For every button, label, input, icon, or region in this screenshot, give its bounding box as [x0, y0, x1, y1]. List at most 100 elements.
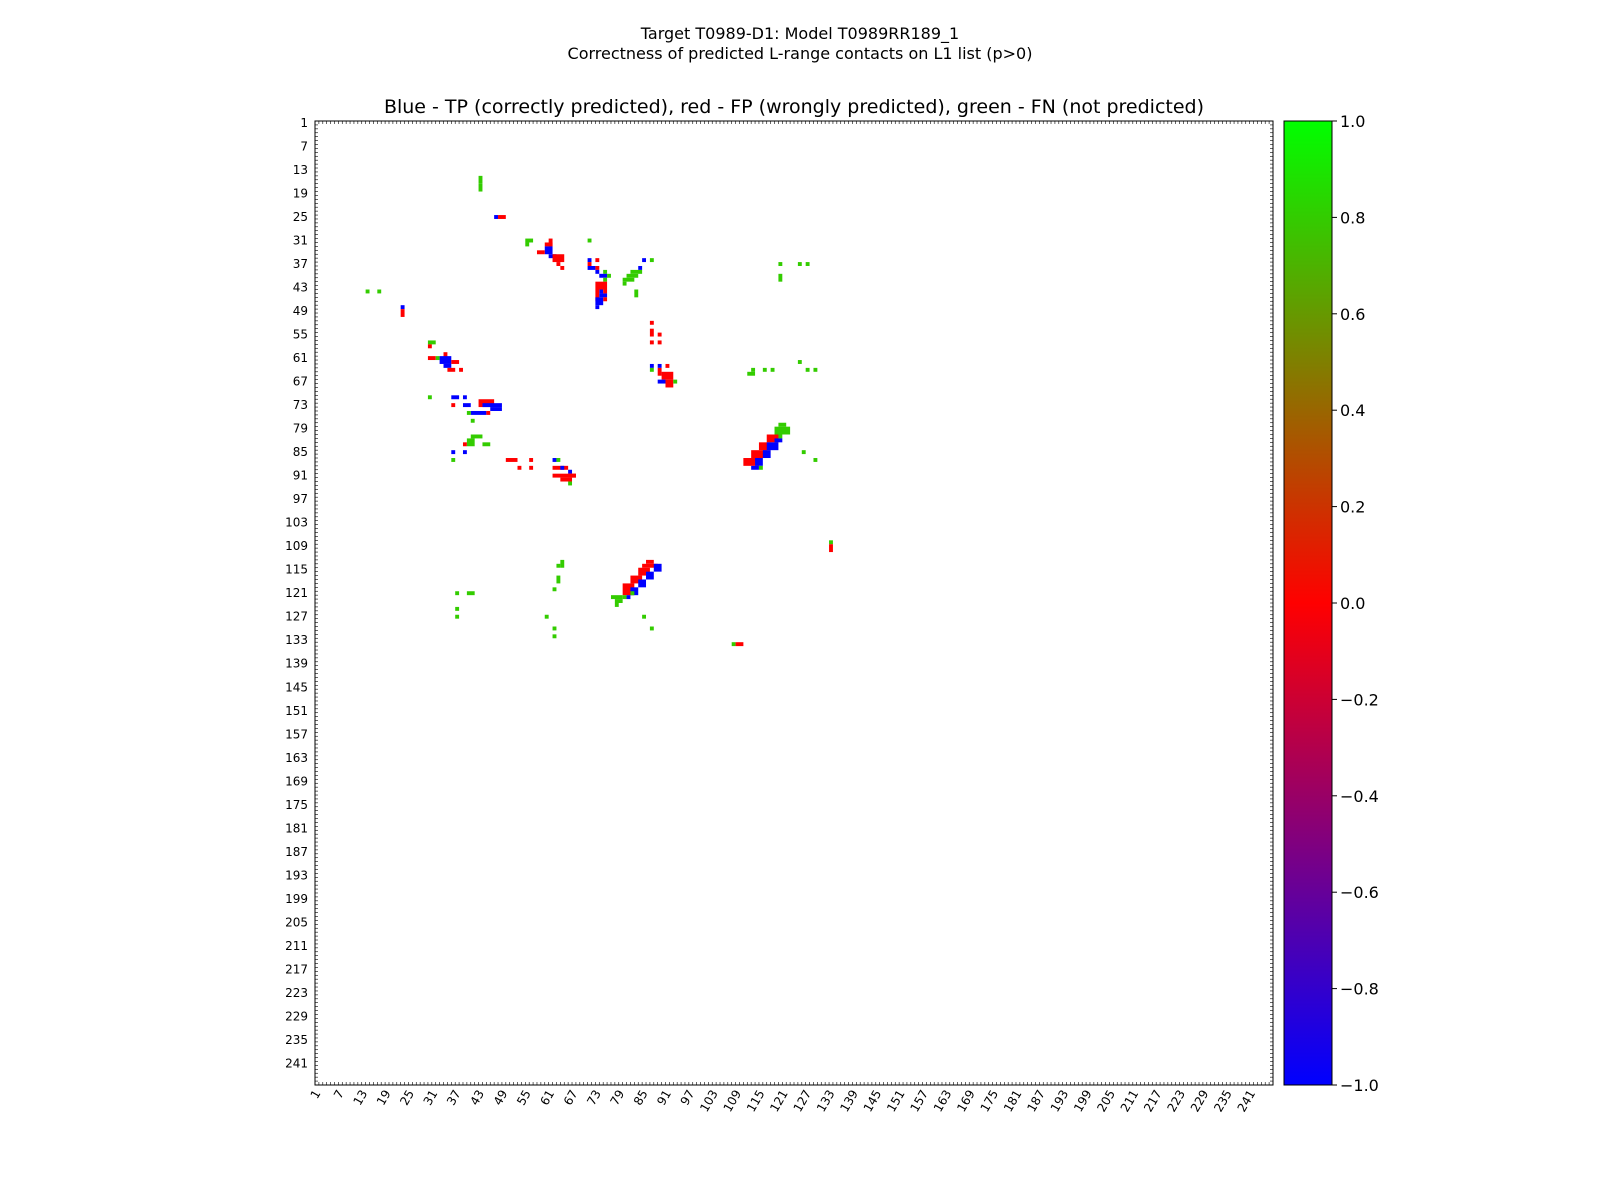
contact-cell	[766, 442, 779, 451]
heatmap-cells	[365, 175, 833, 647]
contact-cell	[552, 465, 569, 470]
colorbar-tick-label: 0.0	[1340, 594, 1365, 613]
contact-cell	[614, 603, 619, 607]
y-tick-label: 151	[285, 704, 308, 718]
x-tick-label: 235	[1211, 1088, 1235, 1115]
contact-cell	[614, 599, 623, 603]
x-tick-label: 73	[584, 1088, 604, 1108]
contact-cell	[560, 465, 565, 470]
y-tick-label: 241	[285, 1056, 308, 1070]
x-tick-label: 115	[744, 1088, 768, 1115]
y-tick-label: 169	[285, 774, 308, 788]
contact-cell	[490, 407, 502, 411]
contact-cell	[451, 403, 456, 408]
contact-cell	[443, 363, 452, 368]
contact-cell	[758, 442, 771, 451]
contact-cell	[649, 363, 654, 368]
x-tick-label: 25	[397, 1088, 417, 1108]
contact-cell	[455, 606, 460, 611]
x-tick-label: 49	[491, 1088, 511, 1108]
contact-cell	[646, 571, 654, 580]
figure-title-line-1: Target T0989-D1: Model T0989RR189_1	[640, 24, 960, 43]
contact-cell	[642, 563, 658, 568]
contact-cell	[451, 395, 460, 400]
contact-cell	[470, 418, 475, 423]
contact-cell	[556, 563, 561, 568]
contact-cell	[525, 242, 530, 247]
colorbar-tick-label: −0.2	[1340, 690, 1379, 709]
y-tick-label: 145	[285, 680, 308, 694]
contact-cell	[755, 458, 763, 466]
contact-cell	[478, 183, 483, 192]
y-tick-label: 85	[293, 445, 308, 459]
contact-cell	[595, 305, 600, 310]
colorbar-tick-label: 0.6	[1340, 305, 1365, 324]
contact-cell	[657, 332, 662, 337]
contact-cell	[758, 465, 763, 470]
contact-cell	[595, 297, 604, 306]
y-tick-label: 235	[285, 1033, 308, 1047]
x-tick-label: 187	[1024, 1088, 1048, 1115]
contact-cell	[607, 273, 611, 278]
contact-cell	[805, 262, 810, 266]
y-tick-label: 7	[300, 139, 308, 153]
y-tick-label: 25	[293, 210, 308, 224]
contact-cell	[813, 458, 818, 462]
x-tick-label: 91	[654, 1088, 674, 1108]
x-tick-labels: 1 7 13 19 25 31 37 43 49 55 61 67 73 79 85 91 97 103 109 11…	[308, 1088, 1259, 1115]
contact-cell	[595, 289, 600, 302]
y-tick-label: 115	[285, 563, 308, 577]
contact-cell	[630, 591, 635, 596]
contact-cell	[774, 434, 783, 439]
x-tick-label: 151	[884, 1088, 908, 1115]
contact-cell	[455, 614, 460, 619]
y-tick-label: 43	[293, 281, 308, 295]
contact-cell	[762, 367, 767, 372]
contact-cell	[813, 367, 818, 372]
y-tick-label: 223	[285, 986, 308, 1000]
x-tick-label: 133	[814, 1088, 838, 1115]
contact-cell	[552, 634, 557, 639]
contact-cell	[731, 642, 736, 647]
contact-cell	[466, 591, 475, 596]
contact-cell	[544, 614, 549, 619]
contact-cell	[634, 289, 639, 298]
contact-cell	[556, 575, 561, 584]
y-tick-label: 139	[285, 657, 308, 671]
axes-title: Blue - TP (correctly predicted), red - F…	[384, 96, 1204, 118]
x-tick-label: 157	[907, 1088, 931, 1115]
y-tick-label: 217	[285, 962, 308, 976]
x-tick-label: 139	[837, 1088, 861, 1115]
contact-cell	[482, 403, 502, 408]
contact-cell	[642, 614, 647, 619]
contact-cell	[451, 450, 456, 455]
contact-cell	[649, 626, 654, 631]
contact-cell	[622, 583, 635, 596]
x-tick-label: 109	[721, 1088, 745, 1115]
contact-cell	[630, 587, 639, 596]
contact-cell	[642, 258, 647, 263]
contact-cell	[486, 410, 491, 415]
contact-cell	[529, 458, 534, 462]
colorbar-tick-label: 1.0	[1340, 112, 1365, 131]
y-tick-label: 211	[285, 939, 308, 953]
axis-ticks	[314, 120, 1274, 1086]
contact-cell	[494, 215, 499, 219]
contact-cell	[653, 563, 662, 572]
contact-cell	[552, 473, 576, 478]
contact-cell	[626, 595, 631, 600]
contact-cell	[649, 340, 654, 345]
y-tick-label: 67	[293, 375, 308, 389]
contact-cell	[665, 363, 670, 368]
contact-cell	[451, 458, 456, 462]
y-tick-label: 13	[293, 163, 308, 177]
contact-cell	[829, 540, 833, 545]
contact-cell	[646, 559, 654, 564]
colorbar-tick-label: −0.8	[1340, 980, 1379, 999]
contact-cell	[427, 395, 432, 400]
contact-cell	[462, 403, 471, 408]
contact-cell	[774, 438, 783, 443]
contact-cell	[525, 238, 534, 243]
x-tick-label: 1	[308, 1088, 324, 1102]
x-tick-label: 85	[631, 1088, 651, 1108]
